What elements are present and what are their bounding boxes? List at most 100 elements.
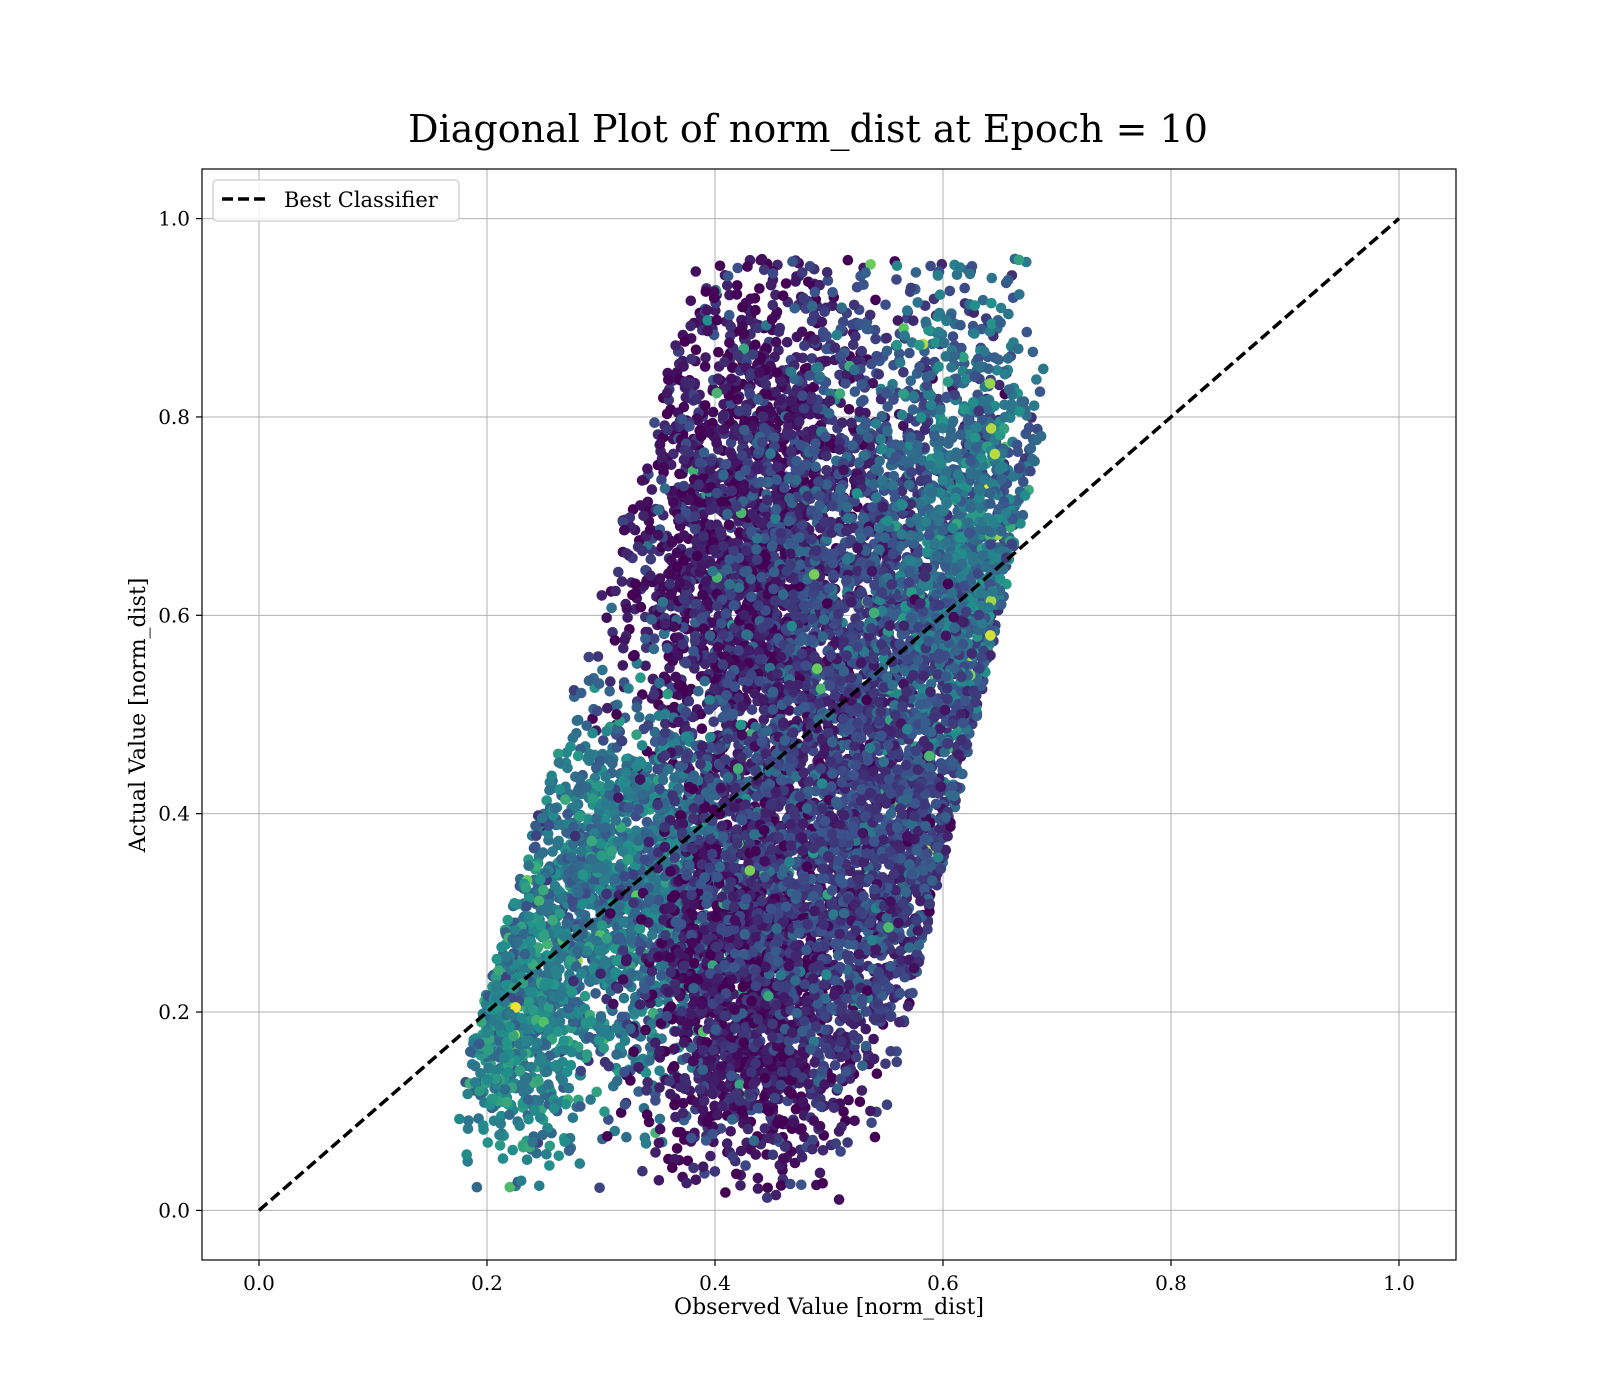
scatter-point	[794, 416, 805, 427]
scatter-point	[874, 544, 885, 555]
scatter-point	[905, 282, 917, 294]
scatter-point	[843, 404, 855, 415]
scatter-point	[806, 505, 817, 516]
scatter-point	[977, 395, 989, 407]
scatter-point	[910, 267, 922, 278]
scatter-point	[850, 331, 861, 342]
scatter-point	[745, 526, 757, 537]
scatter-point	[718, 424, 730, 435]
scatter-point	[707, 406, 719, 418]
scatter-point	[691, 598, 702, 610]
scatter-point	[1027, 346, 1039, 358]
scatter-point	[670, 340, 681, 351]
scatter-point	[838, 464, 849, 476]
scatter-point	[813, 476, 824, 488]
scatter-point	[891, 1056, 903, 1068]
scatter-point	[708, 544, 720, 555]
scatter-point	[618, 643, 629, 654]
scatter-point	[704, 630, 716, 641]
scatter-point	[947, 331, 959, 342]
scatter-point	[692, 550, 703, 562]
scatter-point	[969, 328, 980, 339]
scatter-point	[721, 459, 732, 470]
scatter-point	[867, 502, 878, 513]
scatter-point	[678, 480, 690, 492]
scatter-point	[685, 295, 697, 307]
scatter-point	[757, 437, 768, 448]
scatter-point	[771, 461, 783, 473]
scatter-point	[718, 629, 729, 641]
scatter-point	[882, 401, 893, 412]
scatter-point	[829, 342, 841, 354]
scatter-point	[732, 349, 744, 361]
scatter-point	[856, 345, 868, 357]
scatter-point	[649, 417, 660, 429]
scatter-point	[939, 337, 950, 349]
scatter-point	[806, 534, 817, 545]
scatter-point	[870, 294, 881, 306]
scatter-point	[1021, 326, 1033, 338]
scatter-point	[786, 429, 797, 441]
scatter-point	[678, 401, 690, 413]
scatter-point	[698, 447, 710, 458]
scatter-point	[619, 634, 630, 646]
scatter-point	[664, 578, 676, 590]
scatter-point	[706, 617, 717, 628]
scatter-point	[858, 394, 869, 406]
scatter-point	[821, 465, 832, 476]
scatter-point	[786, 620, 798, 632]
scatter-point	[676, 681, 688, 692]
scatter-point	[701, 304, 713, 316]
scatter-point	[654, 438, 666, 450]
scatter-point	[768, 583, 779, 595]
scatter-point	[837, 417, 848, 429]
scatter-point	[635, 500, 646, 511]
scatter-point	[762, 494, 773, 506]
scatter-point	[806, 353, 818, 364]
scatter-point	[702, 325, 713, 337]
scatter-point	[790, 276, 801, 287]
scatter-point	[691, 394, 702, 405]
scatter-point	[732, 262, 743, 274]
scatter-point	[693, 479, 704, 490]
scatter-point	[696, 723, 708, 734]
scatter-point	[783, 412, 794, 424]
scatter-point	[880, 299, 891, 311]
scatter-point	[943, 438, 954, 449]
scatter-point	[708, 716, 719, 727]
scatter-point	[847, 440, 858, 451]
scatter-point	[784, 493, 795, 504]
scatter-point	[755, 476, 767, 488]
scatter-point	[819, 516, 830, 528]
scatter-point	[959, 282, 970, 294]
scatter-point	[718, 469, 729, 481]
scatter-point	[721, 564, 733, 575]
scatter-point	[722, 280, 733, 291]
scatter-point	[781, 565, 793, 577]
scatter-point	[659, 483, 671, 494]
scatter-point	[719, 356, 730, 368]
scatter-point	[834, 388, 846, 399]
scatter-point	[770, 513, 781, 524]
scatter-point	[738, 609, 750, 621]
scatter-point	[904, 347, 915, 359]
scatter-point	[638, 510, 649, 522]
scatter-point	[753, 600, 764, 611]
scatter-point	[898, 367, 909, 378]
scatter-point	[831, 329, 843, 341]
scatter-point	[767, 268, 779, 279]
scatter-point	[766, 541, 778, 552]
scatter-point	[731, 280, 743, 291]
scatter-point	[810, 438, 821, 449]
scatter-point	[841, 575, 853, 586]
scatter-point	[678, 530, 690, 541]
scatter-point	[658, 461, 670, 473]
scatter-point	[810, 461, 821, 473]
scatter-point	[869, 579, 880, 591]
scatter-point	[653, 529, 664, 541]
scatter-point	[812, 599, 823, 610]
scatter-point	[836, 302, 847, 314]
scatter-point	[1034, 386, 1046, 398]
scatter-point	[785, 445, 797, 457]
